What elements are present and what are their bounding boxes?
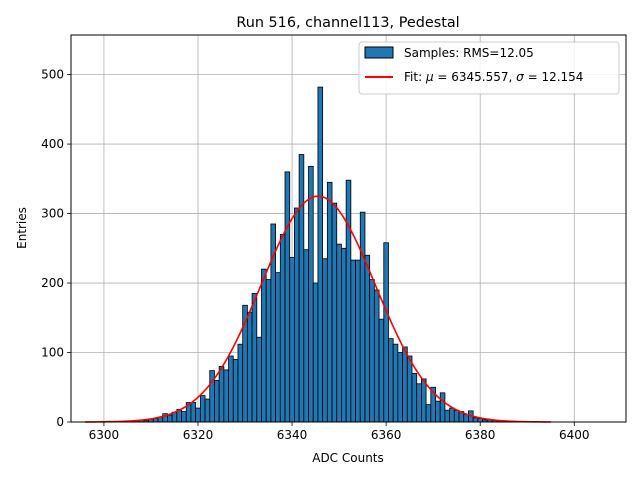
- histogram-bar: [237, 343, 244, 423]
- histogram-bar: [369, 279, 375, 423]
- histogram-bar: [223, 369, 229, 423]
- histogram-bar: [425, 404, 432, 423]
- chart-title: Run 516, channel113, Pedestal: [236, 15, 459, 31]
- histogram-bar: [378, 318, 385, 423]
- histogram-bar: [439, 392, 446, 423]
- legend-samples-swatch: [364, 46, 394, 59]
- histogram-bar: [228, 355, 234, 423]
- histogram-bar: [303, 249, 309, 423]
- y-tick-label: 300: [41, 207, 64, 221]
- histogram-bar: [355, 259, 361, 423]
- x-tick-label: 6300: [89, 428, 120, 442]
- legend: Samples: RMS=12.05 Fit: μ = 6345.557, σ …: [358, 41, 620, 95]
- plot-frame: [70, 34, 627, 423]
- histogram-bar: [190, 402, 197, 423]
- histogram-bar: [294, 207, 300, 423]
- histogram-bar: [463, 413, 469, 423]
- legend-box: [358, 41, 620, 95]
- legend-fit-mu-symbol: μ: [425, 70, 434, 84]
- x-tick-label: 6360: [371, 428, 402, 442]
- histogram-bar: [388, 338, 394, 423]
- histogram-bar: [411, 372, 418, 423]
- histogram-bar: [265, 279, 272, 423]
- legend-fit-label: Fit: μ = 6345.557, σ = 12.154: [404, 70, 583, 84]
- histogram-bar: [199, 395, 206, 423]
- histogram-bar: [350, 259, 356, 423]
- y-tick-label: 200: [41, 276, 64, 290]
- legend-fit-prefix: Fit:: [404, 70, 426, 84]
- histogram-bar: [435, 400, 441, 423]
- histogram-bar: [218, 366, 225, 423]
- histogram-bar: [364, 254, 371, 423]
- histogram-bar: [308, 165, 314, 423]
- y-axis-ticks: 0 100 200 300 400 500: [41, 68, 71, 429]
- histogram-bar: [336, 243, 342, 423]
- histogram-bar: [397, 352, 403, 423]
- histogram-bar: [373, 289, 380, 423]
- histogram-bar: [232, 359, 239, 423]
- x-axis-label: ADC Counts: [312, 451, 384, 465]
- histogram-bar: [275, 272, 281, 423]
- histogram-bar: [341, 247, 347, 423]
- histogram-bar: [322, 258, 328, 423]
- legend-fit-sigma-value: = 12.154: [524, 70, 584, 84]
- legend-fit-sigma-symbol: σ: [516, 70, 524, 84]
- histogram-bar: [317, 86, 324, 423]
- x-tick-label: 6320: [183, 428, 214, 442]
- histogram-bar: [359, 211, 366, 423]
- histogram-bar: [167, 414, 173, 423]
- fit-curve: [85, 195, 551, 423]
- legend-fit-mu-value: = 6345.557,: [434, 70, 517, 84]
- histogram-bar: [326, 181, 333, 423]
- histogram-bar: [383, 242, 389, 423]
- histogram-bar: [279, 234, 286, 423]
- histogram-bar: [298, 154, 305, 423]
- y-axis-label: Entries: [15, 207, 29, 249]
- y-tick-label: 400: [41, 137, 64, 151]
- histogram-bar: [421, 378, 427, 423]
- legend-samples-label: Samples: RMS=12.05: [404, 46, 534, 60]
- x-tick-label: 6380: [465, 428, 496, 442]
- histogram-bar: [195, 407, 201, 423]
- histogram-bar: [256, 336, 262, 423]
- y-tick-label: 500: [41, 68, 64, 82]
- histogram-bar: [392, 343, 399, 423]
- x-axis-ticks: 6300 6320 6340 6360 6380 6400: [89, 422, 590, 442]
- histogram-bar: [444, 409, 451, 423]
- y-tick-label: 100: [41, 346, 64, 360]
- histogram-bar: [289, 256, 295, 423]
- histogram-bar: [449, 407, 455, 423]
- histogram-bar: [402, 346, 408, 423]
- histogram-bar: [406, 355, 413, 423]
- histogram-bar: [214, 379, 220, 423]
- histogram-bar: [472, 417, 479, 423]
- histogram-bar: [331, 202, 338, 423]
- histogram-bar: [181, 411, 187, 423]
- x-tick-label: 6400: [559, 428, 590, 442]
- histogram-bar: [284, 171, 291, 423]
- x-tick-label: 6340: [277, 428, 308, 442]
- histogram-bar: [246, 311, 253, 423]
- histogram-bar: [453, 409, 460, 423]
- y-tick-label: 0: [56, 415, 64, 429]
- histogram-bar: [204, 398, 211, 423]
- histogram-bar: [312, 282, 319, 423]
- histogram-bar: [261, 268, 267, 423]
- histogram-bar: [251, 293, 258, 423]
- histogram-bar: [416, 383, 422, 423]
- histogram-bar: [345, 179, 352, 423]
